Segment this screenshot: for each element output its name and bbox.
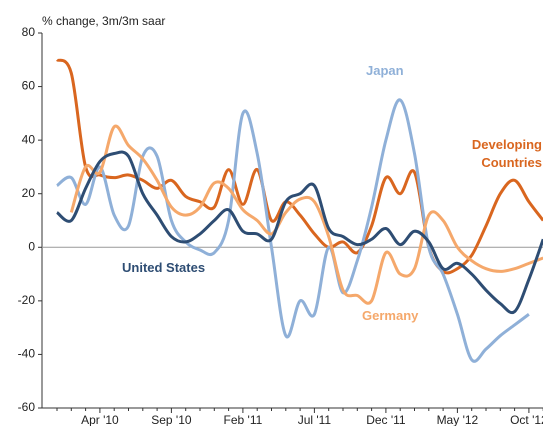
y-tick-label: 0 xyxy=(28,239,35,253)
series-label: United States xyxy=(122,260,206,275)
y-tick-label: 60 xyxy=(22,79,36,93)
series-line xyxy=(56,98,530,363)
y-tick-label: 80 xyxy=(22,25,36,39)
y-tick-label: 20 xyxy=(22,186,36,200)
y-tick-label: 40 xyxy=(22,132,36,146)
x-tick-label: Feb '11 xyxy=(224,413,263,426)
series-label: Japan xyxy=(366,63,404,78)
y-axis-label: % change, 3m/3m saar xyxy=(42,14,165,28)
x-tick-label: Apr '10 xyxy=(81,413,119,426)
x-tick-label: May '12 xyxy=(437,413,479,426)
x-tick-label: Dec '11 xyxy=(366,413,406,426)
series-line xyxy=(69,124,543,305)
series-line xyxy=(56,150,543,315)
x-tick-label: Oct '12 xyxy=(510,413,543,426)
y-tick-label: -40 xyxy=(18,347,36,361)
series-label: Developing Countries xyxy=(471,137,542,170)
x-tick-label: Jul '11 xyxy=(298,413,332,426)
x-tick-label: Sep '10 xyxy=(151,413,192,426)
series-label: Germany xyxy=(362,308,419,323)
y-tick-label: -20 xyxy=(18,293,36,307)
y-tick-label: -60 xyxy=(18,400,36,414)
